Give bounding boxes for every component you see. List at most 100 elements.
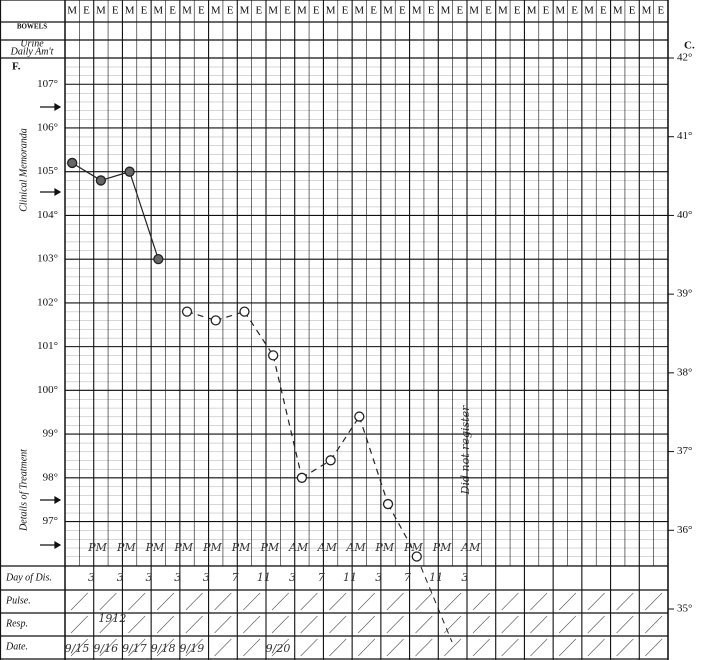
data-point (239, 306, 250, 317)
details-of-treatment: Details of Treatment (18, 449, 29, 532)
cell-stroke (501, 638, 519, 657)
clinical-memoranda: Clinical Memoranda (18, 128, 29, 212)
cell-stroke (386, 638, 404, 657)
column-header: E (342, 5, 349, 17)
column-header: M (412, 5, 422, 17)
hour-note: 7 (404, 571, 411, 584)
column-header: M (527, 5, 537, 17)
cell-stroke (70, 615, 88, 634)
cell-stroke (415, 638, 433, 657)
cell-stroke (415, 615, 433, 634)
cell-stroke (243, 638, 261, 657)
y2-tick-label: 40° (677, 209, 692, 221)
date-note: 9/17 (122, 642, 147, 655)
column-header: E (629, 5, 636, 17)
column-header: M (326, 5, 336, 17)
cell-stroke (185, 592, 203, 611)
hour-note: 7 (318, 571, 325, 584)
column-header: E (141, 5, 148, 17)
y2-tick-label: 42° (677, 52, 692, 64)
data-point (411, 551, 422, 562)
cell-stroke (156, 592, 175, 611)
period-note: PM (260, 541, 280, 554)
hour-note: 3 (88, 571, 95, 584)
cell-stroke (357, 592, 376, 611)
period-note: AM (288, 541, 309, 554)
y2-tick-label: 41° (677, 130, 692, 142)
cell-stroke (472, 592, 490, 611)
column-header: M (642, 5, 652, 17)
period-note: PM (116, 541, 136, 554)
cell-stroke (530, 592, 548, 611)
not-registered-note: Did not register (459, 405, 472, 495)
column-header: M (383, 5, 393, 17)
data-point (210, 315, 221, 326)
urine-label: Daily Am't (10, 46, 54, 57)
cell-stroke (243, 592, 261, 611)
cell-stroke (616, 592, 634, 611)
y-tick-label: 102° (37, 296, 58, 308)
line-segment (387, 503, 418, 557)
cell-stroke (271, 638, 289, 657)
column-header: E (428, 5, 435, 17)
data-point (325, 455, 336, 466)
column-header: M (297, 5, 307, 17)
column-header: E (370, 5, 377, 17)
data-point (124, 166, 135, 177)
column-header: M (182, 5, 192, 17)
cell-stroke (357, 615, 376, 634)
hour-note: 3 (117, 571, 124, 584)
column-header: E (514, 5, 521, 17)
cell-stroke (271, 615, 289, 634)
column-header: E (169, 5, 176, 17)
cell-stroke (128, 638, 146, 657)
cell-stroke (587, 592, 605, 611)
column-header: M (67, 5, 77, 17)
y2-tick-label: 38° (677, 366, 692, 378)
cell-stroke (156, 638, 175, 657)
period-note: PM (231, 541, 251, 554)
off-scale-trace (420, 566, 453, 643)
column-header: M (240, 5, 250, 17)
hour-note: 3 (203, 571, 210, 584)
y-tick-label: 99° (43, 428, 58, 440)
date-note: 9/18 (151, 642, 176, 655)
line-segment (129, 171, 159, 260)
hour-note: 3 (289, 571, 296, 584)
column-header: E (571, 5, 578, 17)
y-tick-label: 100° (37, 384, 58, 396)
row-label: Date. (5, 641, 28, 652)
cell-stroke (214, 592, 232, 611)
c-unit: C. (684, 40, 695, 52)
f-unit: F. (12, 61, 21, 73)
period-note: AM (317, 541, 338, 554)
column-header: M (125, 5, 135, 17)
cell-stroke (415, 592, 433, 611)
cell-stroke (300, 615, 318, 634)
column-header: M (613, 5, 623, 17)
column-header: M (153, 5, 163, 17)
year-note: 1912 (98, 612, 126, 625)
cell-stroke (386, 615, 404, 634)
column-header: E (657, 5, 664, 17)
period-note: PM (145, 541, 165, 554)
cell-stroke (587, 615, 605, 634)
column-header: M (555, 5, 565, 17)
cell-stroke (616, 615, 634, 634)
cell-stroke (99, 592, 117, 611)
period-note: PM (173, 541, 193, 554)
period-note: PM (87, 541, 107, 554)
cell-stroke (128, 592, 146, 611)
column-header: E (83, 5, 90, 17)
hour-note: 11 (257, 571, 271, 584)
y-tick-label: 97° (43, 515, 58, 527)
line-segment (358, 416, 389, 505)
cell-stroke (386, 592, 404, 611)
y2-tick-label: 39° (677, 288, 692, 300)
column-header: E (198, 5, 205, 17)
column-header: M (441, 5, 451, 17)
column-header: E (112, 5, 119, 17)
hour-note: 3 (461, 571, 468, 584)
y-tick-label: 107° (37, 78, 58, 90)
cell-stroke (357, 638, 376, 657)
